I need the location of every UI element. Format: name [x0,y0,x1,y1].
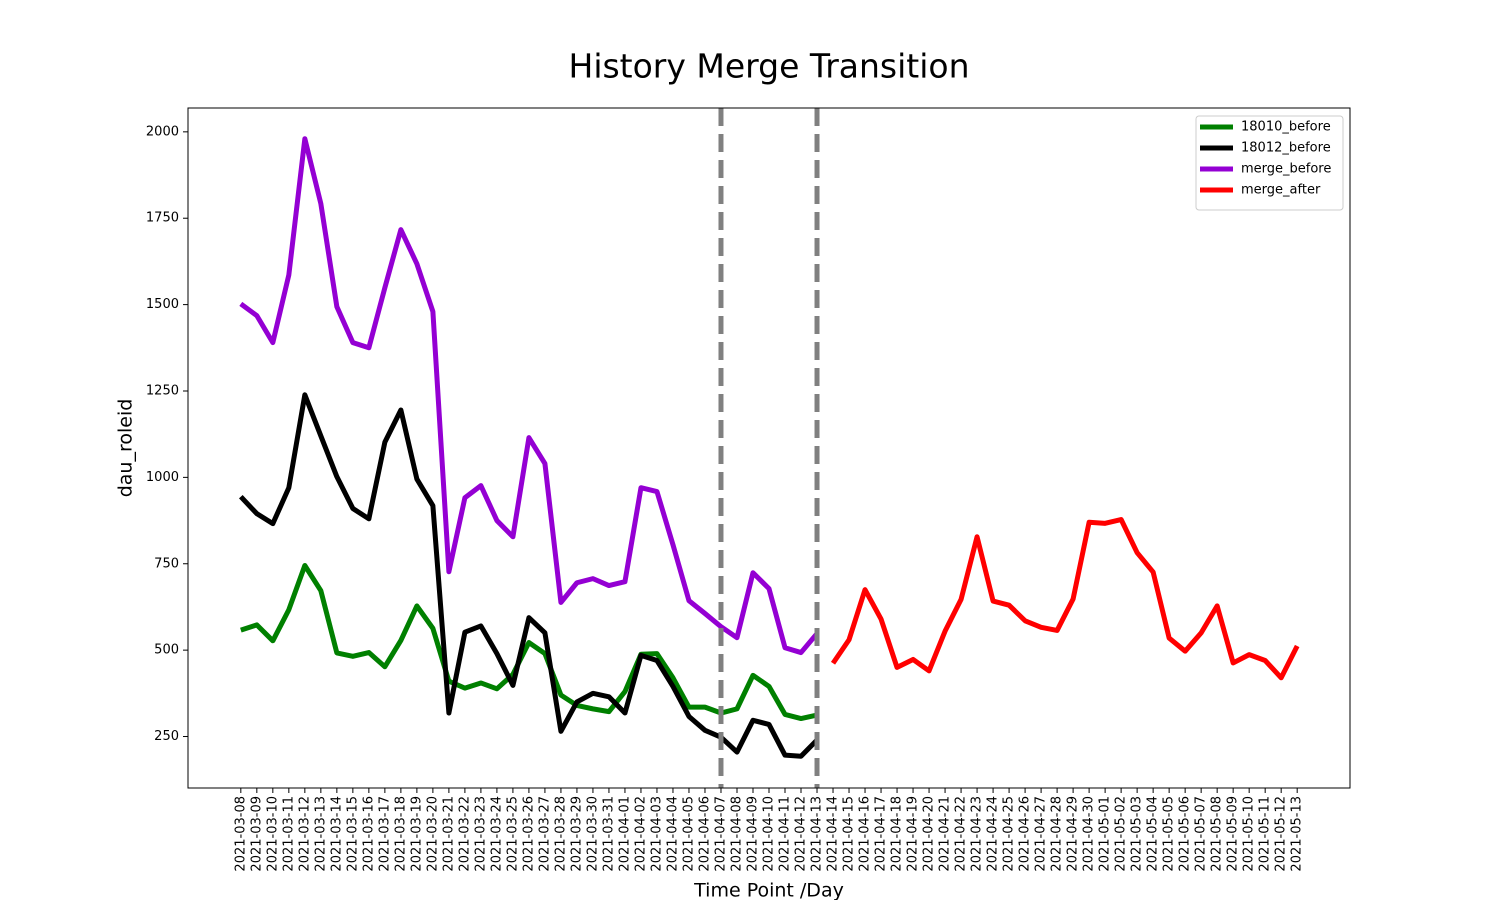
x-tick-label: 2021-04-26 [1018,796,1033,872]
x-tick-label: 2021-05-06 [1178,796,1193,872]
x-tick-label: 2021-04-15 [842,796,857,872]
y-tick-label: 2000 [146,124,179,139]
x-tick-label: 2021-03-19 [409,796,424,872]
x-tick-label: 2021-04-19 [906,796,921,872]
x-tick-label: 2021-04-01 [617,796,632,872]
x-tick-label: 2021-04-05 [681,796,696,872]
x-tick-label: 2021-04-24 [986,796,1001,872]
x-tick-label: 2021-03-10 [265,796,280,872]
x-tick-label: 2021-04-23 [970,796,985,872]
x-tick-label: 2021-04-08 [729,796,744,872]
x-tick-label: 2021-05-07 [1194,796,1209,872]
x-tick-label: 2021-04-22 [954,796,969,872]
x-tick-label: 2021-03-29 [569,796,584,872]
x-tick-label: 2021-04-29 [1066,796,1081,872]
x-tick-label: 2021-05-09 [1226,796,1241,872]
x-tick-label: 2021-03-24 [489,796,504,872]
series-line [830,517,1300,681]
x-tick-label: 2021-03-13 [313,796,328,872]
chart-title: History Merge Transition [569,47,970,86]
x-axis-label: Time Point /Day [693,880,844,900]
x-tick-label: 2021-05-10 [1242,796,1257,872]
x-tick-label: 2021-04-18 [890,796,905,872]
legend-label: merge_after [1241,183,1321,198]
y-tick-label: 1750 [146,211,179,226]
x-tick-label: 2021-03-23 [473,796,488,872]
x-tick-label: 2021-04-04 [665,796,680,872]
x-tick-label: 2021-04-20 [922,796,937,872]
x-tick-label: 2021-05-05 [1162,796,1177,872]
x-tick-label: 2021-03-09 [249,796,264,872]
x-tick-label: 2021-05-04 [1146,796,1161,872]
x-tick-label: 2021-04-28 [1050,796,1065,872]
y-axis-label: dau_roleid [115,399,137,498]
x-tick-label: 2021-05-12 [1274,796,1289,872]
x-tick-label: 2021-04-09 [745,796,760,872]
x-tick-label: 2021-03-30 [585,796,600,872]
x-tick-label: 2021-03-26 [521,796,536,872]
x-tick-label: 2021-03-11 [281,796,296,872]
x-tick-label: 2021-04-25 [1002,796,1017,872]
x-tick-label: 2021-04-06 [697,796,712,872]
x-tick-label: 2021-04-13 [810,796,825,872]
y-tick-label: 1500 [146,297,179,312]
x-tick-label: 2021-03-17 [377,796,392,872]
x-tick-label: 2021-03-22 [457,796,472,872]
x-tick-label: 2021-05-02 [1114,796,1129,872]
x-tick-label: 2021-04-12 [794,796,809,872]
legend-label: 18010_before [1241,120,1331,135]
legend-label: merge_before [1241,162,1331,177]
y-tick-label: 1250 [146,383,179,398]
x-tick-label: 2021-05-03 [1130,796,1145,872]
x-tick-label: 2021-04-17 [874,796,889,872]
x-tick-label: 2021-03-20 [425,796,440,872]
x-tick-label: 2021-04-02 [633,796,648,872]
x-tick-label: 2021-03-16 [361,796,376,872]
x-tick-label: 2021-03-21 [441,796,456,872]
x-tick-label: 2021-03-28 [553,796,568,872]
x-tick-label: 2021-03-18 [393,796,408,872]
x-tick-label: 2021-04-07 [713,796,728,872]
legend-label: 18012_before [1241,141,1331,156]
x-tick-label: 2021-05-01 [1098,796,1113,872]
y-tick-label: 250 [154,729,179,744]
x-tick-label: 2021-03-15 [345,796,360,872]
x-tick-label: 2021-03-31 [601,796,616,872]
x-tick-label: 2021-05-11 [1258,796,1273,872]
x-tick-label: 2021-04-30 [1082,796,1097,872]
series-line [239,136,819,656]
x-tick-label: 2021-04-21 [938,796,953,872]
x-tick-label: 2021-04-10 [762,796,777,872]
x-tick-label: 2021-03-12 [297,796,312,872]
legend-box [1195,115,1344,211]
x-tick-label: 2021-03-08 [233,796,248,872]
x-tick-label: 2021-05-08 [1210,796,1225,872]
y-tick-label: 500 [154,643,179,658]
x-tick-label: 2021-03-14 [329,796,344,872]
x-tick-label: 2021-05-13 [1290,796,1305,872]
x-tick-label: 2021-03-25 [505,796,520,872]
y-tick-label: 1000 [146,470,179,485]
y-tick-label: 750 [154,556,179,571]
x-tick-label: 2021-03-27 [537,796,552,872]
x-tick-label: 2021-04-11 [778,796,793,872]
x-tick-label: 2021-04-16 [858,796,873,872]
x-tick-label: 2021-04-03 [649,796,664,872]
x-tick-label: 2021-04-14 [826,796,841,872]
x-tick-label: 2021-04-27 [1034,796,1049,872]
plot-frame [187,107,1351,789]
